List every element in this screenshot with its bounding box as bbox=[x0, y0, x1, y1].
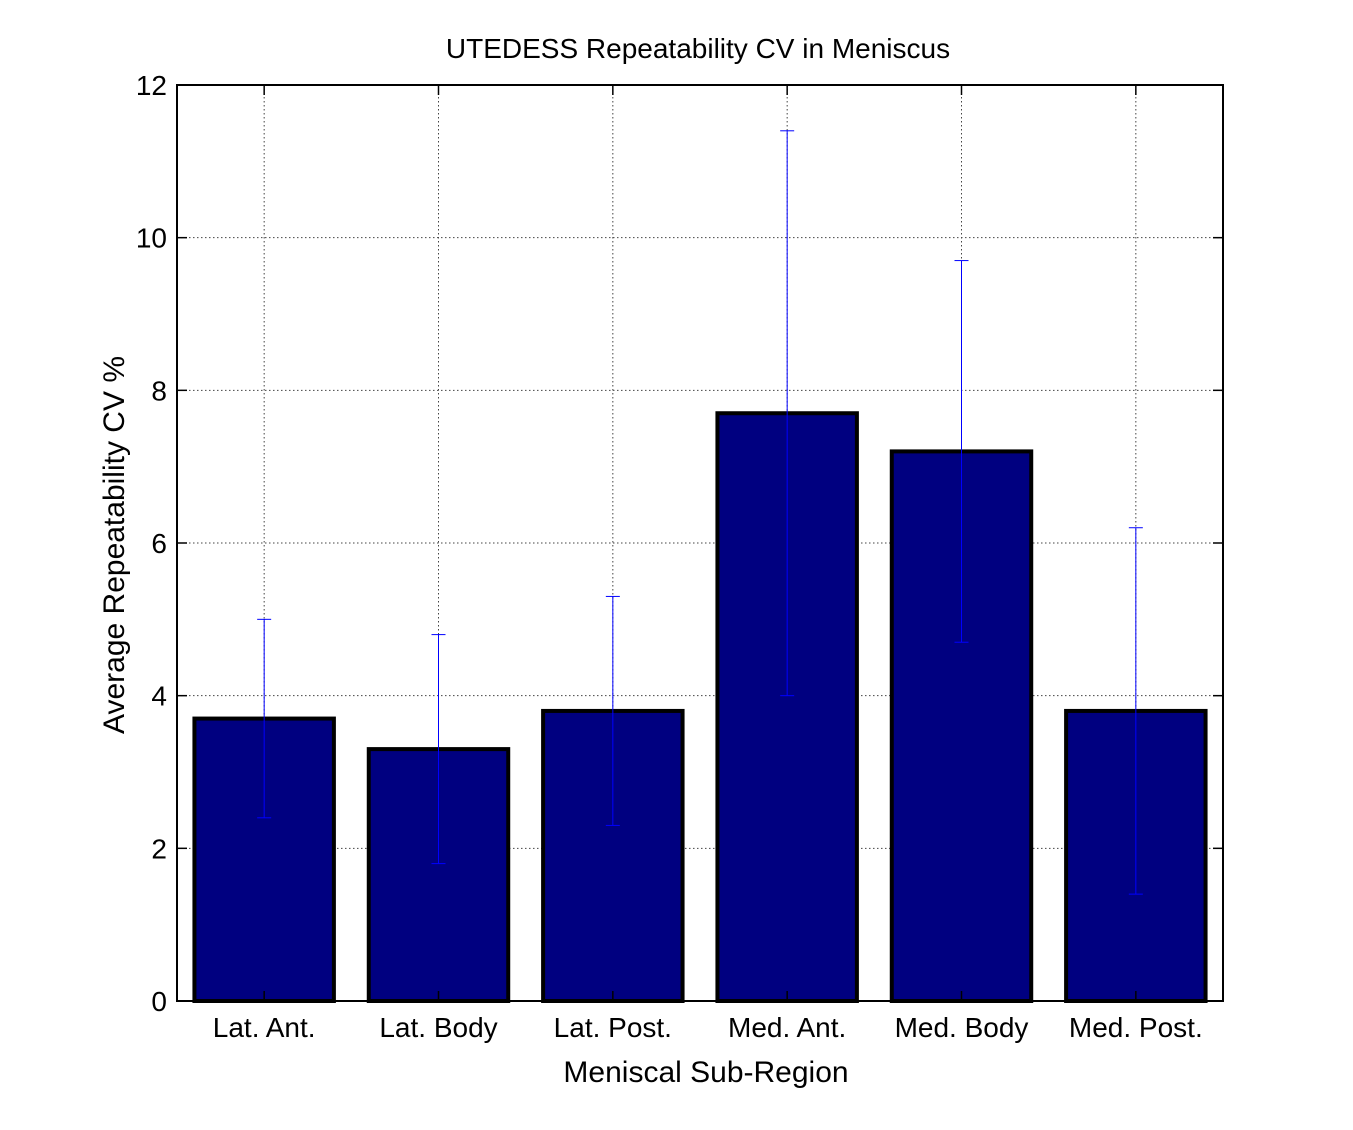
y-tick-label: 4 bbox=[151, 681, 167, 712]
x-axis-label: Meniscal Sub-Region bbox=[563, 1056, 848, 1089]
x-tick-label: Lat. Post. bbox=[554, 1012, 672, 1043]
y-tick-label: 8 bbox=[151, 375, 167, 406]
x-tick-label: Med. Post. bbox=[1069, 1012, 1203, 1043]
x-tick-label: Lat. Ant. bbox=[213, 1012, 316, 1043]
axis-ticks bbox=[177, 84, 1223, 1002]
y-tick-labels: 0 2 4 6 8 10 12 bbox=[136, 70, 167, 1017]
x-tick-label: Med. Ant. bbox=[728, 1012, 846, 1043]
y-tick-label: 0 bbox=[151, 986, 167, 1017]
y-tick-label: 6 bbox=[151, 528, 167, 559]
x-tick-label: Lat. Body bbox=[379, 1012, 497, 1043]
error-bars bbox=[257, 130, 1143, 895]
y-tick-label: 12 bbox=[136, 70, 167, 101]
x-tick-label: Med. Body bbox=[895, 1012, 1029, 1043]
bars bbox=[192, 411, 1208, 1004]
y-tick-label: 10 bbox=[136, 223, 167, 254]
chart-title: UTEDESS Repeatability CV in Meniscus bbox=[446, 33, 950, 64]
y-axis-label: Average Repeatability CV % bbox=[98, 356, 131, 734]
x-tick-labels: Lat. Ant. Lat. Body Lat. Post. Med. Ant. Med… bbox=[213, 1012, 1203, 1043]
y-tick-label: 2 bbox=[151, 833, 167, 864]
